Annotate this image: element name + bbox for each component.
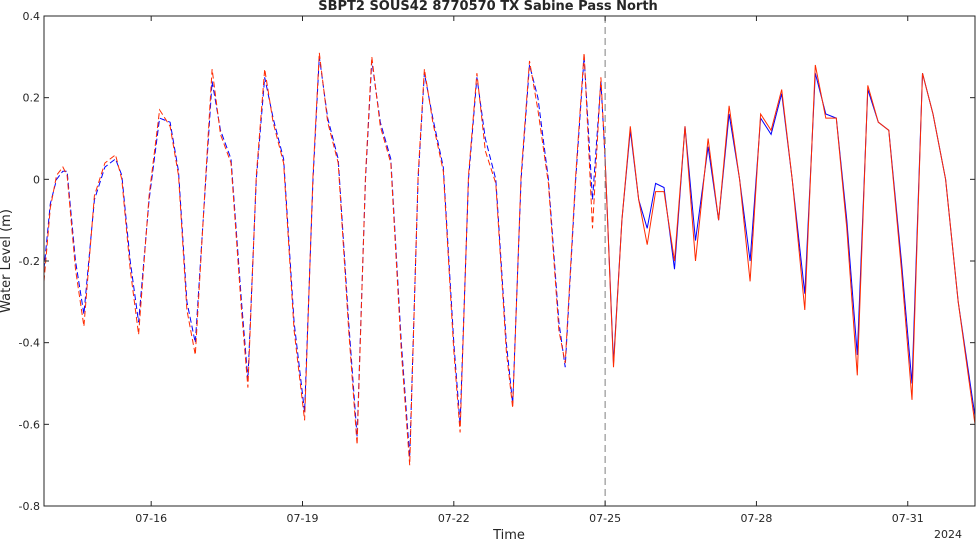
series-line-0-dashed [43,56,606,458]
chart-title: SBPT2 SOUS42 8770570 TX Sabine Pass Nort… [318,0,658,14]
series-line-0-solid [604,73,976,417]
y-tick-label: -0.4 [19,337,40,350]
x-tick-label: 07-19 [287,512,319,525]
y-tick-label: 0 [33,173,40,186]
x-axis-label: Time [492,528,525,541]
series-line-1-dashed [43,52,606,466]
x-tick-label: 07-22 [438,512,470,525]
y-tick-label: 0.2 [23,92,41,105]
series-layer [43,52,976,466]
series-line-1-solid [604,64,976,425]
x-tick-label: 07-25 [589,512,621,525]
y-axis-label: Water Level (m) [0,209,14,313]
y-tick-label: -0.2 [19,255,40,268]
x-axis-year-label: 2024 [934,528,962,541]
x-tick-label: 07-28 [740,512,772,525]
y-tick-label: -0.6 [19,418,40,431]
x-tick-label: 07-16 [135,512,167,525]
y-axis-ticks: -0.8 -0.6 -0.4 -0.2 0 0.2 0.4 [19,10,975,513]
x-tick-label: 07-31 [892,512,924,525]
y-tick-label: 0.4 [23,10,41,23]
x-axis-ticks: 07-16 07-19 07-22 07-25 07-28 07-31 [135,16,924,525]
y-tick-label: -0.8 [19,500,40,513]
